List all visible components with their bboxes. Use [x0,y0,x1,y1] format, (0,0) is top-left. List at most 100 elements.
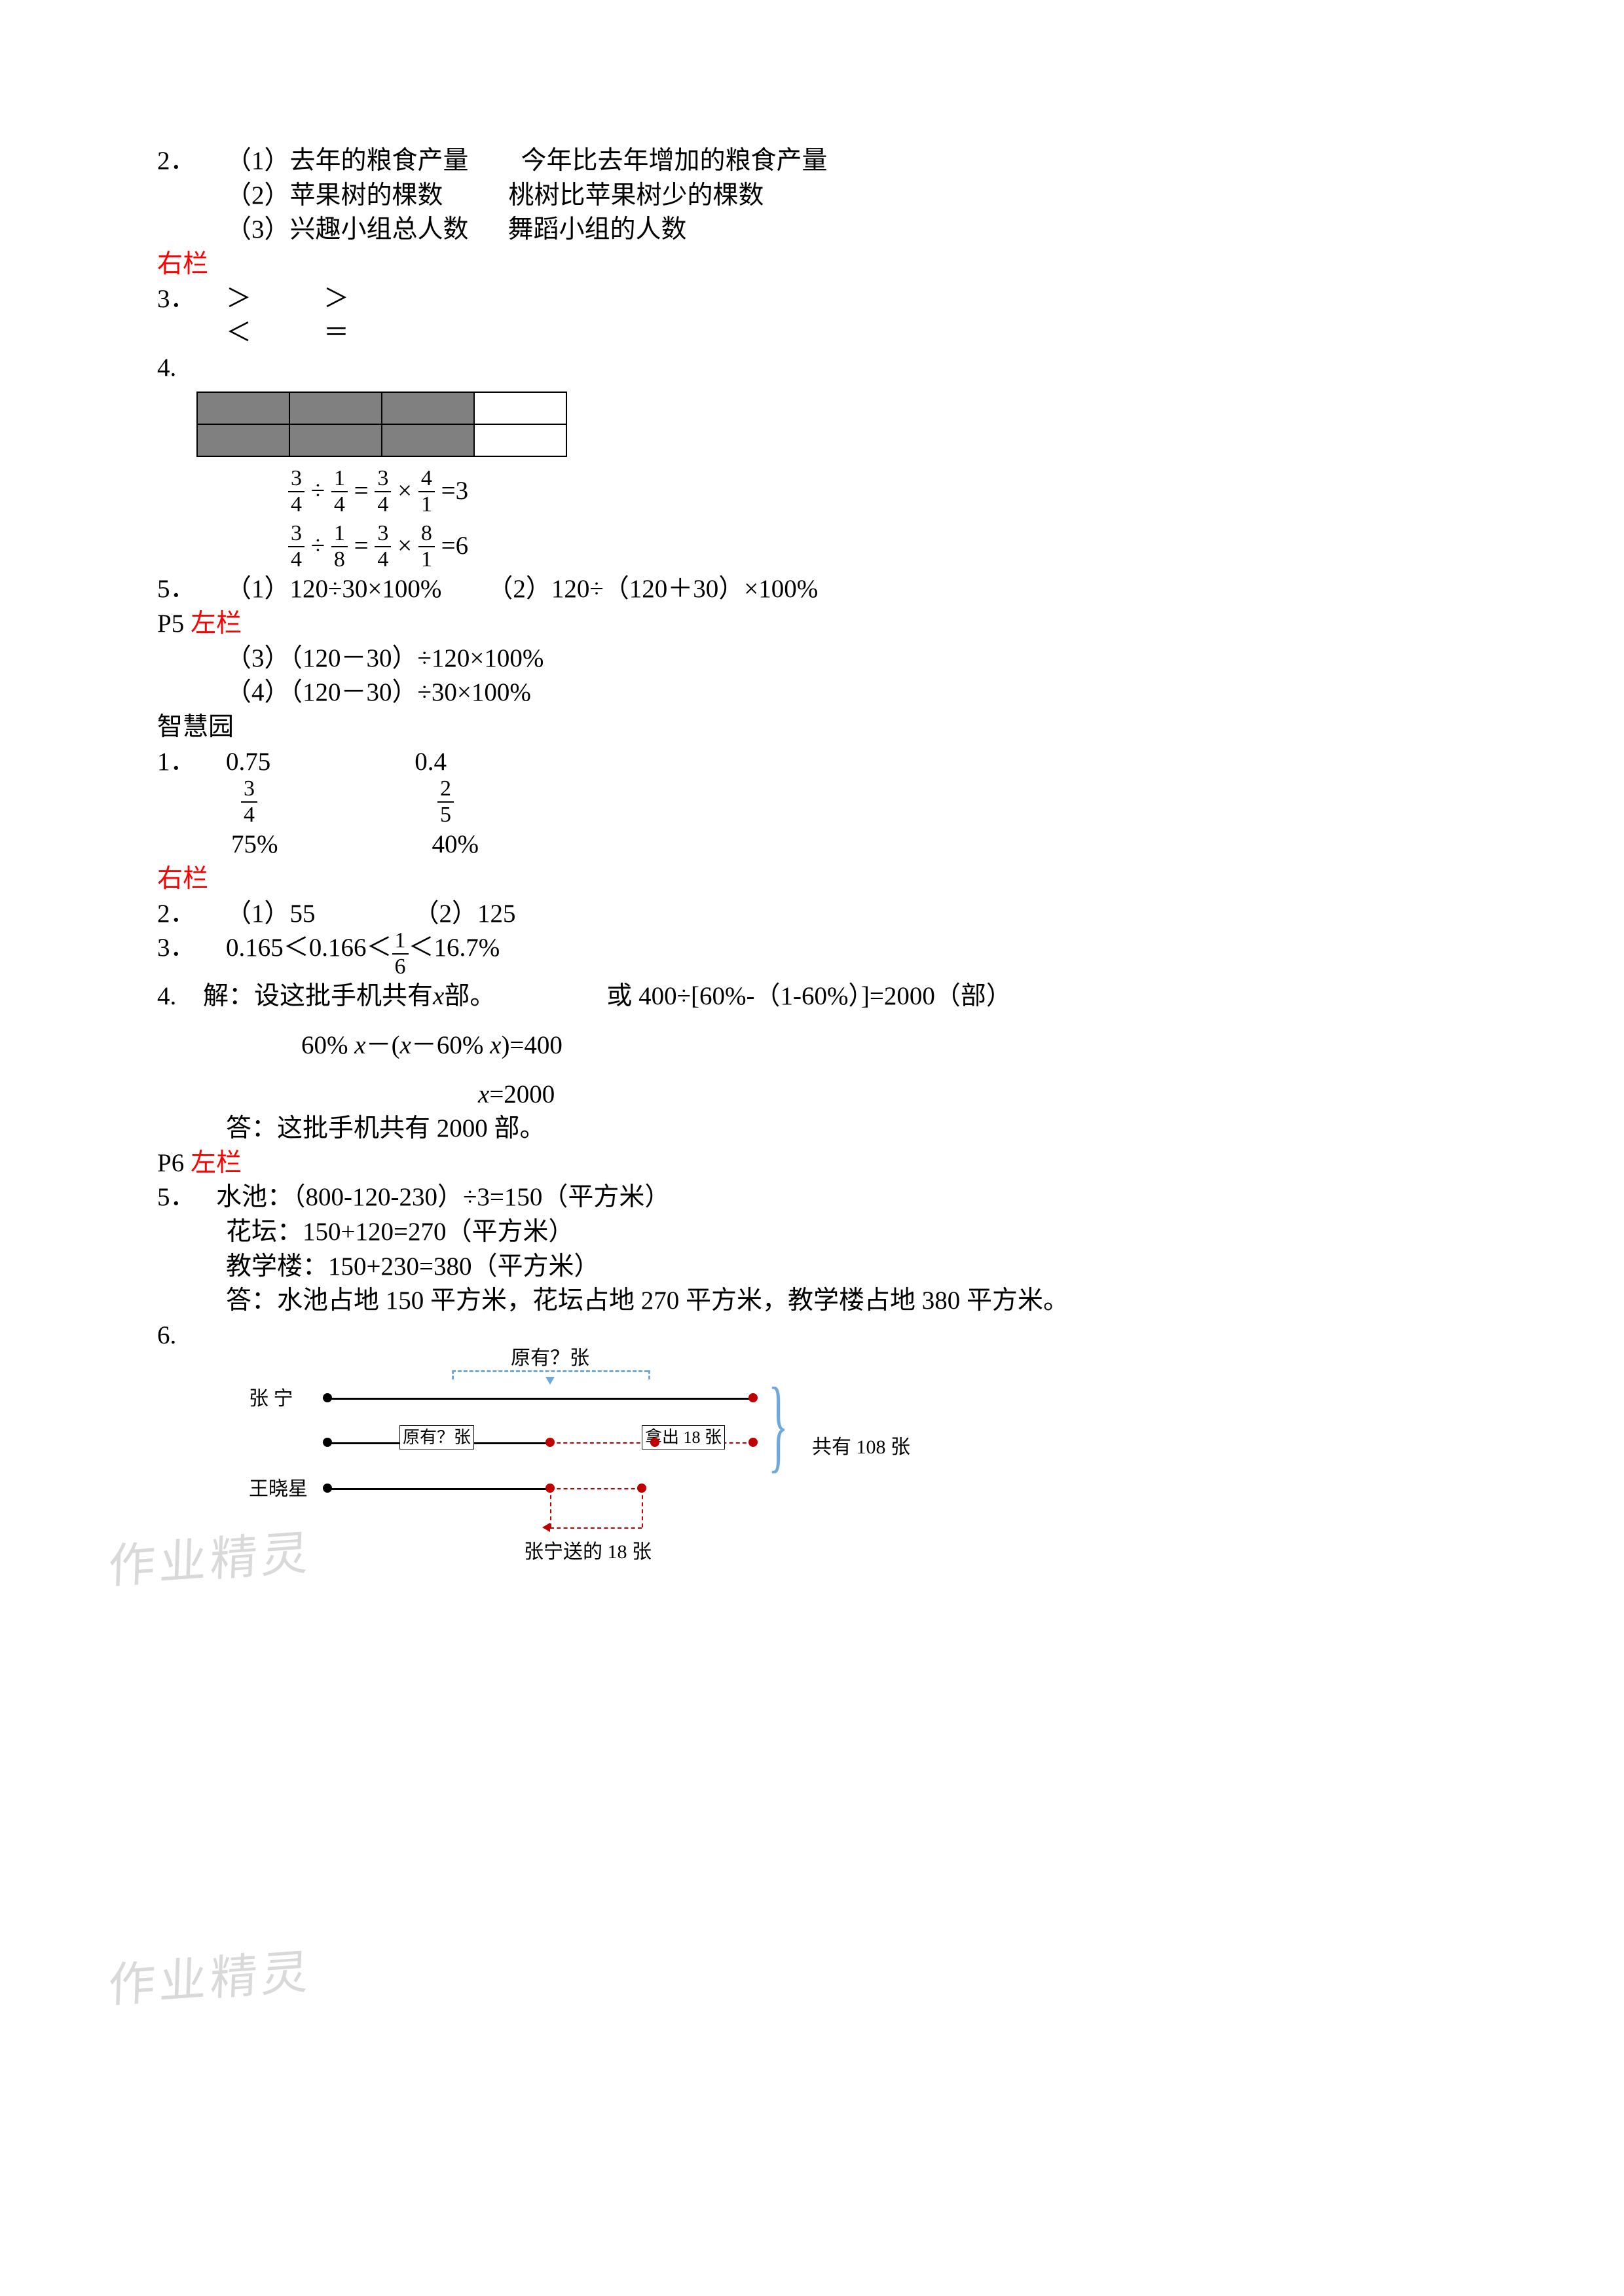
zq2-row: 2． （1）55 （2）125 [157,897,1401,932]
zq1-r1b: 0.4 [415,745,447,780]
grid-cell [289,392,382,424]
zq1-r1a: 0.75 [226,745,270,780]
q2-r3b: 舞蹈小组的人数 [508,213,687,247]
zq5-row1: 5． 水池：（800-120-230）÷3=150（平方米） [157,1180,1401,1215]
fraction: 41 [418,467,435,516]
zq1-row2: 34 25 [157,779,1401,828]
grid-cell [197,424,289,456]
zq2-p1: （1）55 [226,897,316,932]
right-column-label-1: 右栏 [157,247,1401,282]
q2-row2: （2）苹果树的棵数 桃树比苹果树少的棵数 [157,179,1401,213]
fraction: 14 [331,467,348,516]
diagram-line-1 [327,1398,753,1400]
fraction: 16 [392,930,409,978]
zq3-num: 3． [157,931,203,979]
zq5-l3: 教学楼：150+230=380（平方米） [157,1250,1401,1285]
zq3-post: ＜16.7% [409,931,500,979]
q3-row1: 3． ＞ ＞ [157,282,1401,317]
q4-grid [196,392,567,457]
diagram-line-3-dash [550,1488,642,1489]
diagram-dot [323,1484,332,1493]
diagram-top-label: 原有？张 [511,1345,589,1372]
q3-r2a: ＜ [226,316,251,351]
q5-p2: （2）120÷（120＋30）×100% [487,572,818,607]
diagram-dot [323,1438,332,1447]
zq4-row1: 4. 解：设这批手机共有x部。 或 400÷[60%-（1-60%）]=2000… [157,979,1401,1014]
diagram-red-v [642,1488,643,1527]
diagram-red-h [550,1527,642,1529]
q4-num: 4. [157,351,1401,386]
p6-header: P6 左栏 [157,1146,1401,1181]
zq3-pre: 0.165＜0.166＜ [226,931,392,979]
zq2-num: 2． [157,897,203,932]
diagram-name-1: 张 宁 [249,1386,293,1413]
q3-num: 3． [157,282,203,317]
zq5-l4: 答：水池占地 150 平方米，花坛占地 270 平方米，教学楼占地 380 平方… [157,1284,1401,1319]
q5-num: 5． [157,572,203,607]
line-diagram: 原有？张 张 宁 原有？张 拿出 18 张 王晓星 张宁送的 18 张 } 共有… [236,1357,1022,1567]
zq2-p2: （2）125 [414,897,516,932]
q2-r2a: （2）苹果树的棵数 [226,179,443,213]
q2-r2b: 桃树比苹果树少的棵数 [509,179,764,213]
q4-eq2: 34 ÷ 18 = 34 × 81 =6 [157,524,1401,572]
grid-cell [474,424,566,456]
zq5-l2: 花坛：150+120=270（平方米） [157,1215,1401,1250]
q3-r2b: ＝ [323,316,349,351]
zq4-row4: 答：这批手机共有 2000 部。 [157,1112,1401,1146]
zq1-r3b: 40% [432,828,479,862]
zq3-row: 3． 0.165＜0.166＜ 16 ＜16.7% [157,931,1401,979]
brace-icon: } [768,1372,788,1476]
zq4-row2: 60% x－(x－60% x)=400 [157,1029,1401,1063]
q5-p4: （4）（120－30）÷30×100% [157,676,1401,710]
diagram-top-tick [648,1370,650,1379]
diagram-dot [748,1438,758,1447]
q2-row3: （3）兴趣小组总人数 舞蹈小组的人数 [157,213,1401,247]
fraction: 81 [418,522,435,571]
diagram-top-tick [452,1370,454,1379]
zq5-num: 5． [157,1180,203,1215]
diagram-dot [650,1438,659,1447]
watermark: 作业精灵 [107,1941,314,2018]
arrow-down-icon [545,1377,555,1385]
q2-row1: 2． （1）去年的粮食产量 今年比去年增加的粮食产量 [157,144,1401,179]
diagram-name-2: 王晓星 [249,1476,308,1503]
q2-num: 2． [157,144,203,179]
zq1-num: 1． [157,745,203,780]
fraction: 34 [288,522,304,571]
q5-row1: 5． （1）120÷30×100% （2）120÷（120＋30）×100% [157,572,1401,607]
zq1-row1: 1． 0.75 0.4 [157,745,1401,780]
diagram-dot [545,1484,555,1493]
fraction: 25 [437,778,454,826]
right-column-label-2: 右栏 [157,862,1401,897]
diagram-dot [323,1393,332,1402]
fraction: 18 [331,522,348,571]
zq5-l1: 水池：（800-120-230）÷3=150（平方米） [216,1180,670,1215]
zq1-row3: 75% 40% [157,828,1401,862]
diagram-dot [637,1484,646,1493]
q4-eq1: 34 ÷ 14 = 34 × 41 =3 [157,469,1401,517]
zhihuiyuan-label: 智慧园 [157,710,1401,745]
zq4-num: 4. [157,979,203,1014]
zq4-row3: x=2000 [157,1078,1401,1112]
diagram-bottom-label: 张宁送的 18 张 [524,1539,652,1566]
zq1-r3a: 75% [231,828,278,862]
q5-p3: （3）（120－30）÷120×100% [157,642,1401,676]
q5-p1: （1）120÷30×100% [226,572,441,607]
arrow-left-icon [542,1523,550,1532]
fraction: 34 [288,467,304,516]
diagram-dot [545,1438,555,1447]
zq4-alt: 或 400÷[60%-（1-60%）]=2000（部） [606,979,1012,1014]
diagram-mid-label: 原有？张 [399,1425,474,1449]
q3-r1a: ＞ [226,282,251,317]
grid-cell [474,392,566,424]
q3-r1b: ＞ [323,282,349,317]
fraction: 34 [241,778,257,826]
p5-header: P5 左栏 [157,607,1401,642]
grid-cell [289,424,382,456]
zq4-l1: 解：设这批手机共有 [203,979,433,1014]
grid-cell [382,424,474,456]
q2-r1b: 今年比去年增加的粮食产量 [521,144,828,179]
zq6-num: 6. [157,1319,1401,1353]
fraction: 34 [375,522,391,571]
diagram-red-v [550,1488,551,1527]
